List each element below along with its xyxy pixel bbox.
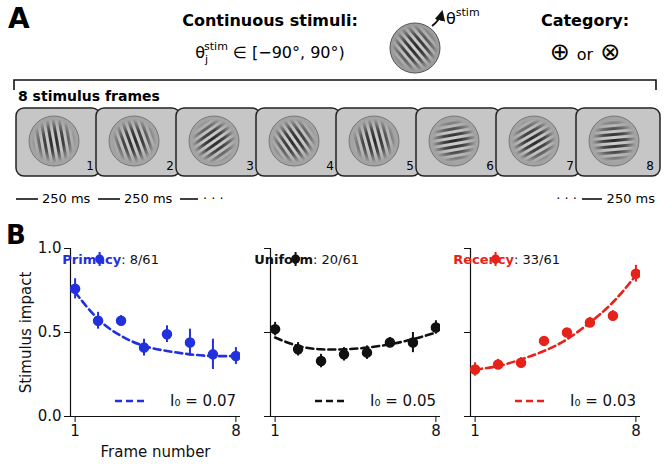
svg-text:0.0: 0.0: [38, 407, 62, 425]
svg-text:Category:: Category:: [541, 11, 629, 30]
svg-text:I₀ = 0.05: I₀ = 0.05: [370, 392, 436, 410]
svg-text:· · ·: · · ·: [556, 191, 577, 206]
svg-text:3: 3: [246, 159, 254, 173]
svg-text:250 ms: 250 ms: [124, 191, 173, 206]
svg-text:⊕or⊗: ⊕or⊗: [550, 38, 621, 66]
svg-text:1: 1: [270, 422, 280, 440]
svg-text:6: 6: [486, 159, 494, 173]
svg-text:Uniform: 20/61: Uniform: 20/61: [254, 252, 359, 267]
svg-text:5: 5: [406, 159, 414, 173]
svg-text:8: 8: [231, 422, 241, 440]
svg-text:Primacy: 8/61: Primacy: 8/61: [62, 252, 159, 267]
svg-text:8: 8: [631, 422, 641, 440]
svg-text:· · ·: · · ·: [203, 191, 224, 206]
svg-text:4: 4: [326, 159, 334, 173]
svg-text:2: 2: [166, 159, 174, 173]
html-text:B: B: [6, 220, 26, 250]
svg-text:θjstim ∈ [−90°, 90°): θjstim ∈ [−90°, 90°): [195, 40, 345, 66]
svg-text:θstim: θstim: [446, 6, 480, 28]
svg-text:I₀ = 0.07: I₀ = 0.07: [170, 392, 236, 410]
svg-text:Stimulus impact: Stimulus impact: [17, 272, 35, 394]
svg-text:8 stimulus frames: 8 stimulus frames: [18, 88, 160, 104]
svg-text:8: 8: [646, 159, 654, 173]
svg-text:8: 8: [431, 422, 441, 440]
svg-text:Recency: 33/61: Recency: 33/61: [453, 252, 560, 267]
svg-text:A: A: [8, 2, 30, 35]
svg-text:250 ms: 250 ms: [42, 191, 91, 206]
svg-text:1.0: 1.0: [38, 239, 62, 257]
svg-text:1: 1: [470, 422, 480, 440]
svg-text:7: 7: [566, 159, 574, 173]
svg-text:Frame number: Frame number: [100, 443, 211, 461]
svg-text:0.5: 0.5: [38, 323, 62, 341]
svg-text:I₀ = 0.03: I₀ = 0.03: [570, 392, 636, 410]
svg-text:250 ms: 250 ms: [607, 191, 656, 206]
svg-text:1: 1: [70, 422, 80, 440]
svg-text:Continuous stimuli:: Continuous stimuli:: [182, 11, 358, 30]
svg-text:1: 1: [86, 159, 94, 173]
